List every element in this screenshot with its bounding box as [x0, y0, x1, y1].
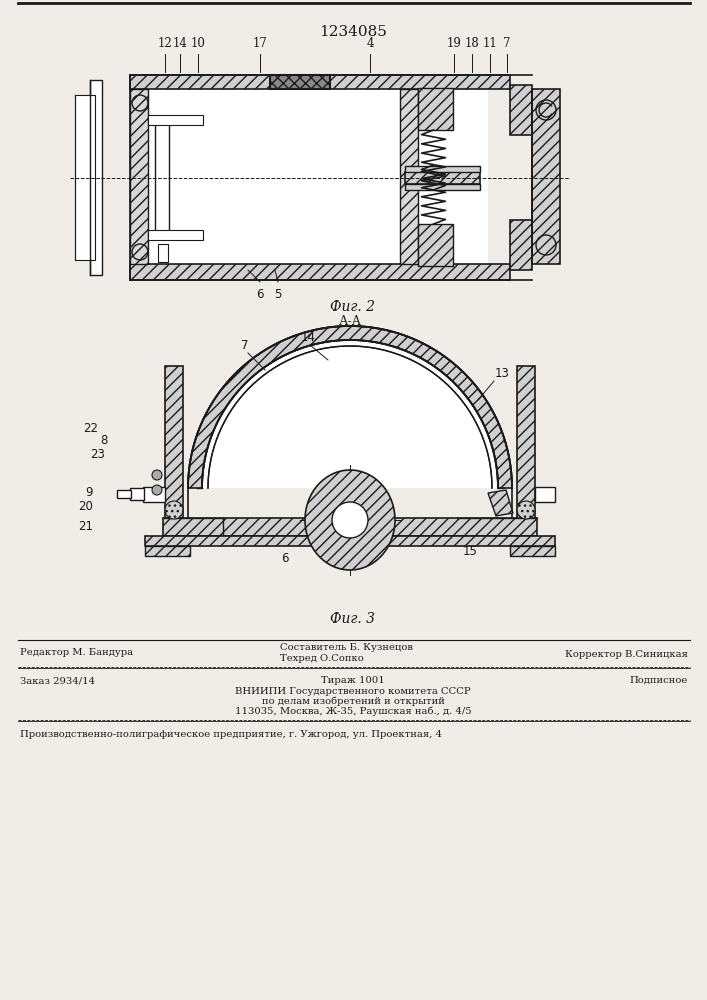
Bar: [148, 89, 488, 264]
Text: 15: 15: [462, 545, 477, 558]
Circle shape: [517, 501, 535, 519]
Text: Составитель Б. Кузнецов: Составитель Б. Кузнецов: [280, 643, 413, 652]
Bar: [130, 75, 510, 89]
Bar: [75, 95, 95, 260]
Bar: [158, 244, 168, 262]
Bar: [517, 366, 535, 518]
Text: 10: 10: [191, 37, 206, 50]
Circle shape: [332, 502, 368, 538]
Bar: [400, 89, 418, 264]
Bar: [143, 487, 165, 502]
Bar: [148, 115, 203, 125]
Text: 5: 5: [274, 288, 281, 301]
Bar: [130, 488, 144, 500]
Bar: [510, 546, 555, 556]
Text: по делам изобретений и открытий: по делам изобретений и открытий: [262, 697, 445, 706]
Bar: [155, 120, 169, 235]
Text: А-А: А-А: [339, 315, 361, 328]
Bar: [163, 518, 537, 536]
Text: Производственно-полиграфическое предприятие, г. Ужгород, ул. Проектная, 4: Производственно-полиграфическое предприя…: [20, 730, 442, 739]
Bar: [405, 184, 480, 190]
Text: Тираж 1001: Тираж 1001: [321, 676, 385, 685]
Text: Подписное: Подписное: [630, 676, 688, 685]
Ellipse shape: [305, 470, 395, 570]
Text: 14: 14: [300, 331, 315, 344]
Bar: [405, 172, 480, 184]
Text: Техред О.Сопко: Техред О.Сопко: [280, 654, 363, 663]
Text: 113035, Москва, Ж-35, Раушская наб., д. 4/5: 113035, Москва, Ж-35, Раушская наб., д. …: [235, 707, 472, 716]
Bar: [405, 166, 480, 172]
Polygon shape: [488, 490, 513, 516]
Bar: [532, 89, 560, 264]
Text: Редактор М. Бандура: Редактор М. Бандура: [20, 648, 133, 657]
Bar: [90, 80, 102, 275]
Circle shape: [152, 485, 162, 495]
Text: 23: 23: [90, 448, 105, 462]
Text: 6: 6: [281, 552, 288, 565]
Text: Корректор В.Синицкая: Корректор В.Синицкая: [565, 650, 688, 659]
Bar: [270, 75, 330, 89]
Text: 11: 11: [483, 37, 498, 50]
Bar: [130, 264, 510, 280]
Bar: [130, 89, 148, 264]
Text: 22: 22: [83, 422, 98, 434]
Text: 20: 20: [78, 500, 93, 514]
Polygon shape: [202, 340, 498, 488]
Text: 9: 9: [86, 486, 93, 498]
Text: Заказ 2934/14: Заказ 2934/14: [20, 676, 95, 685]
Bar: [145, 546, 190, 556]
Text: 7: 7: [503, 37, 510, 50]
Text: 19: 19: [447, 37, 462, 50]
Text: 17: 17: [252, 37, 267, 50]
Text: 13: 13: [495, 367, 510, 380]
Circle shape: [152, 470, 162, 480]
Text: 12: 12: [158, 37, 173, 50]
Text: 6: 6: [256, 288, 264, 301]
Text: 21: 21: [78, 520, 93, 534]
Bar: [165, 366, 183, 518]
Bar: [418, 224, 453, 266]
Bar: [535, 487, 555, 502]
Text: Фиг. 2: Фиг. 2: [330, 300, 375, 314]
Polygon shape: [188, 326, 512, 488]
Bar: [148, 230, 203, 240]
Text: 1234085: 1234085: [319, 25, 387, 39]
Text: 7: 7: [240, 339, 248, 352]
Text: 18: 18: [464, 37, 479, 50]
Bar: [510, 220, 532, 270]
Bar: [418, 88, 453, 130]
Text: Фиг. 3: Фиг. 3: [330, 612, 375, 626]
Text: 14: 14: [173, 37, 187, 50]
Text: ВНИИПИ Государственного комитета СССР: ВНИИПИ Государственного комитета СССР: [235, 687, 471, 696]
Bar: [145, 536, 555, 546]
Bar: [117, 490, 131, 498]
Circle shape: [165, 501, 183, 519]
Text: 4: 4: [366, 37, 374, 50]
Text: 8: 8: [100, 434, 108, 446]
Bar: [510, 85, 532, 135]
Text: 11: 11: [342, 552, 358, 565]
